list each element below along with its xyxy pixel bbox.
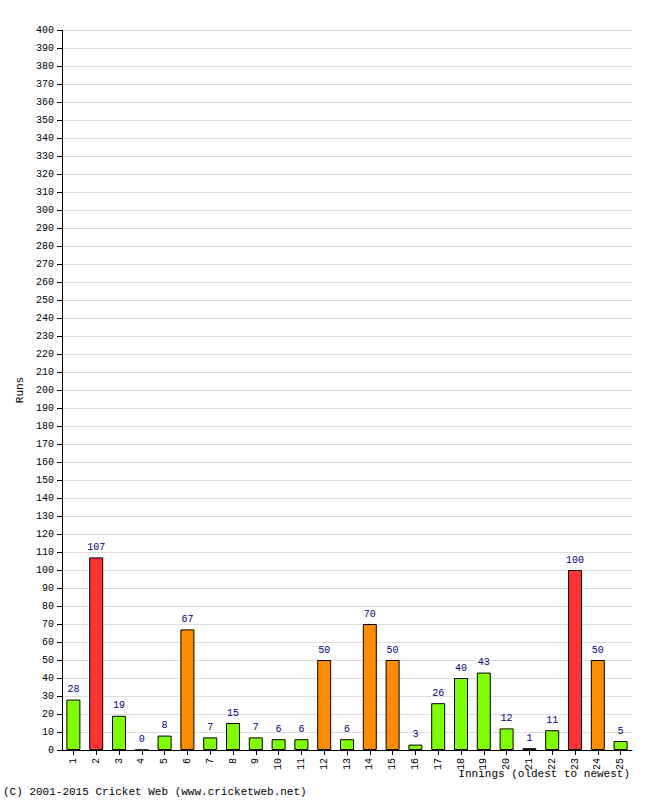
svg-text:25: 25: [615, 758, 626, 770]
svg-text:320: 320: [36, 169, 54, 180]
svg-text:2: 2: [91, 758, 102, 764]
svg-text:(C) 2001-2015 Cricket Web (www: (C) 2001-2015 Cricket Web (www.cricketwe…: [3, 786, 307, 798]
svg-text:330: 330: [36, 151, 54, 162]
svg-text:19: 19: [113, 700, 125, 711]
svg-text:270: 270: [36, 259, 54, 270]
svg-text:220: 220: [36, 349, 54, 360]
svg-text:5: 5: [159, 758, 170, 764]
svg-text:70: 70: [42, 619, 54, 630]
svg-text:290: 290: [36, 223, 54, 234]
svg-text:10: 10: [273, 758, 284, 770]
svg-text:12: 12: [319, 758, 330, 770]
svg-text:6: 6: [298, 724, 304, 735]
svg-text:1: 1: [526, 733, 532, 744]
svg-text:18: 18: [456, 758, 467, 770]
svg-text:22: 22: [547, 758, 558, 770]
svg-text:210: 210: [36, 367, 54, 378]
svg-text:170: 170: [36, 439, 54, 450]
svg-text:40: 40: [455, 663, 467, 674]
svg-text:100: 100: [36, 565, 54, 576]
svg-text:60: 60: [42, 637, 54, 648]
svg-text:24: 24: [592, 758, 603, 770]
svg-text:300: 300: [36, 205, 54, 216]
svg-text:23: 23: [570, 758, 581, 770]
svg-text:360: 360: [36, 97, 54, 108]
svg-text:5: 5: [618, 726, 624, 737]
svg-text:14: 14: [364, 758, 375, 770]
svg-text:10: 10: [42, 727, 54, 738]
svg-text:90: 90: [42, 583, 54, 594]
svg-text:8: 8: [162, 720, 168, 731]
svg-text:200: 200: [36, 385, 54, 396]
svg-text:260: 260: [36, 277, 54, 288]
svg-text:180: 180: [36, 421, 54, 432]
svg-text:7: 7: [205, 758, 216, 764]
svg-text:11: 11: [296, 758, 307, 770]
svg-text:130: 130: [36, 511, 54, 522]
svg-text:370: 370: [36, 79, 54, 90]
svg-text:6: 6: [182, 758, 193, 764]
svg-text:16: 16: [410, 758, 421, 770]
svg-text:350: 350: [36, 115, 54, 126]
svg-text:50: 50: [592, 645, 604, 656]
svg-text:11: 11: [546, 715, 558, 726]
svg-text:20: 20: [42, 709, 54, 720]
svg-text:120: 120: [36, 529, 54, 540]
svg-text:230: 230: [36, 331, 54, 342]
svg-text:280: 280: [36, 241, 54, 252]
svg-text:50: 50: [42, 655, 54, 666]
svg-text:3: 3: [114, 758, 125, 764]
svg-text:6: 6: [344, 724, 350, 735]
svg-text:15: 15: [387, 758, 398, 770]
svg-text:0: 0: [139, 734, 145, 745]
svg-text:80: 80: [42, 601, 54, 612]
svg-text:17: 17: [433, 758, 444, 770]
svg-text:4: 4: [136, 758, 147, 764]
svg-text:43: 43: [478, 657, 490, 668]
svg-text:50: 50: [318, 645, 330, 656]
svg-text:340: 340: [36, 133, 54, 144]
svg-text:160: 160: [36, 457, 54, 468]
svg-text:7: 7: [207, 722, 213, 733]
svg-text:100: 100: [566, 555, 584, 566]
svg-text:150: 150: [36, 475, 54, 486]
svg-text:30: 30: [42, 691, 54, 702]
svg-text:70: 70: [364, 609, 376, 620]
svg-text:20: 20: [501, 758, 512, 770]
svg-text:190: 190: [36, 403, 54, 414]
svg-text:19: 19: [478, 758, 489, 770]
svg-text:21: 21: [524, 758, 535, 770]
svg-text:107: 107: [87, 542, 105, 553]
svg-text:Runs: Runs: [14, 377, 26, 403]
svg-text:13: 13: [342, 758, 353, 770]
svg-text:15: 15: [227, 708, 239, 719]
svg-text:250: 250: [36, 295, 54, 306]
svg-text:9: 9: [250, 758, 261, 764]
svg-text:26: 26: [432, 688, 444, 699]
svg-text:67: 67: [181, 614, 193, 625]
svg-text:310: 310: [36, 187, 54, 198]
svg-text:110: 110: [36, 547, 54, 558]
svg-text:12: 12: [501, 713, 513, 724]
svg-text:6: 6: [276, 724, 282, 735]
svg-text:7: 7: [253, 722, 259, 733]
svg-text:390: 390: [36, 43, 54, 54]
svg-text:1: 1: [68, 758, 79, 764]
svg-text:50: 50: [387, 645, 399, 656]
svg-text:28: 28: [67, 684, 79, 695]
svg-text:240: 240: [36, 313, 54, 324]
svg-text:3: 3: [412, 729, 418, 740]
svg-text:8: 8: [228, 758, 239, 764]
svg-text:140: 140: [36, 493, 54, 504]
svg-text:40: 40: [42, 673, 54, 684]
svg-text:380: 380: [36, 61, 54, 72]
svg-text:400: 400: [36, 25, 54, 36]
svg-text:Innings (oldest to newest): Innings (oldest to newest): [458, 767, 630, 780]
svg-text:0: 0: [48, 745, 54, 756]
